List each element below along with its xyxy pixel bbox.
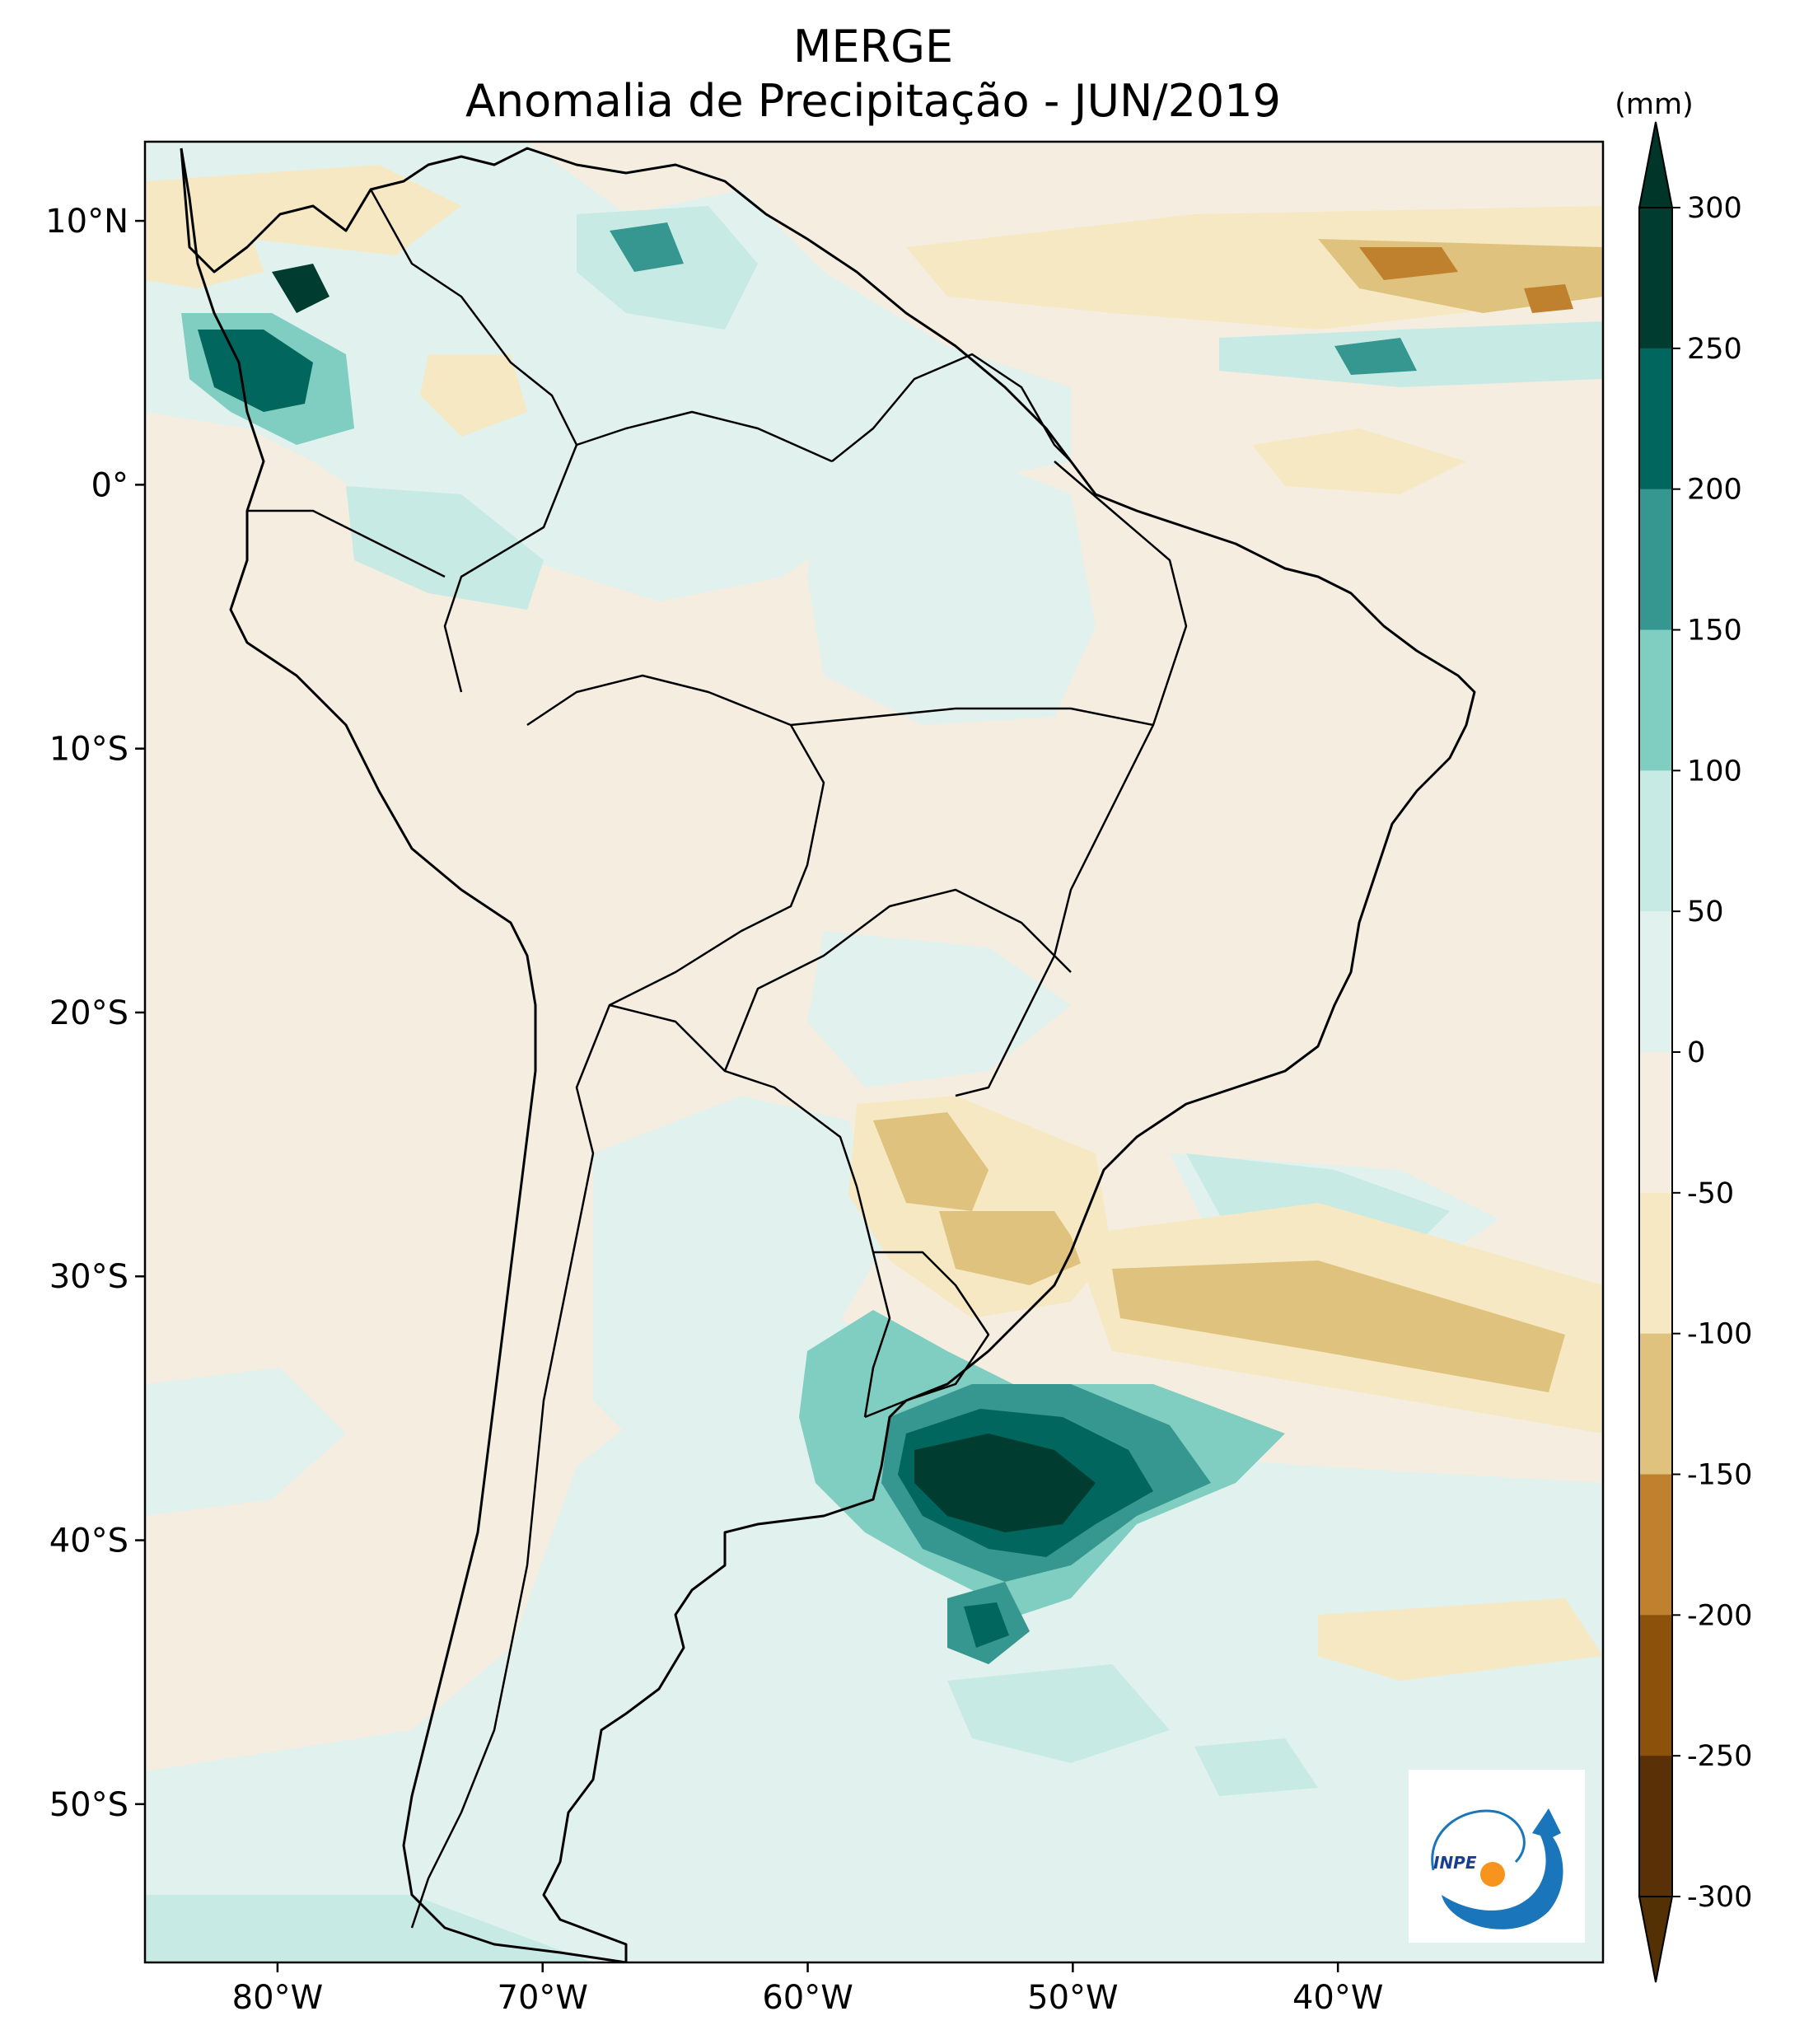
negative-anomaly-south-brazil (939, 1211, 1087, 1285)
pacific-coastline (180, 147, 627, 1962)
negative-anomaly (145, 222, 264, 288)
lat-tick-label: 0° (91, 466, 129, 504)
colorbar-segment (1639, 1052, 1672, 1194)
colorbar-segment (1639, 1474, 1672, 1616)
border (247, 509, 446, 578)
colorbar: 300 250 200 150 100 50 0 -50 -100 -150 -200 -250 -30… (1638, 121, 1752, 1983)
anomaly-fields (145, 142, 1603, 1962)
colorbar-segment (1639, 1333, 1672, 1475)
colorbar-tick-label: -300 (1687, 1881, 1752, 1914)
colorbar-tick-label: -150 (1687, 1459, 1752, 1492)
axis-ticks (135, 219, 1339, 1972)
border (864, 1251, 990, 1419)
lat-tick-label: 50°S (49, 1786, 129, 1824)
colorbar-tick-label: 100 (1687, 755, 1742, 788)
border (410, 674, 825, 1929)
colorbar-tick-label: -50 (1687, 1177, 1734, 1210)
negative-anomaly-atlantic (1252, 428, 1466, 494)
lon-tick-label: 60°W (762, 1979, 853, 2017)
map-panel: INPE (145, 142, 1603, 1962)
negative-anomaly (420, 354, 527, 437)
colorbar-segment (1639, 1756, 1672, 1897)
positive-anomaly-colombia (272, 264, 329, 313)
negative-anomaly-south-brazil (873, 1112, 988, 1211)
positive-anomaly-area (807, 445, 1096, 725)
colorbar-tick-label: 200 (1687, 474, 1742, 507)
lat-tick-label: 10°S (49, 731, 129, 769)
border (576, 410, 833, 463)
positive-anomaly-area (807, 931, 1071, 1087)
positive-anomaly-colombia (1334, 338, 1417, 375)
lat-tick-label: 20°S (49, 994, 129, 1032)
colorbar-tick-label: 50 (1687, 896, 1724, 928)
colorbar-tick-label: 0 (1687, 1036, 1705, 1069)
lon-tick-label: 50°W (1027, 1979, 1118, 2017)
negative-anomaly (1359, 247, 1458, 280)
negative-anomaly-atlantic (1112, 1261, 1565, 1392)
colorbar-segment (1639, 629, 1672, 771)
border (723, 888, 1072, 1072)
colorbar-tick-label: -200 (1687, 1599, 1752, 1632)
south-america-coastline (180, 147, 1476, 1962)
map-frame (143, 140, 1605, 1964)
colorbar-segment (1639, 489, 1672, 630)
border (831, 353, 1072, 462)
lon-tick-label: 40°W (1292, 1979, 1383, 2017)
positive-anomaly-patch (145, 1895, 593, 1962)
colorbar-tick-label: -250 (1687, 1740, 1752, 1773)
positive-anomaly-colombia (198, 330, 313, 412)
positive-anomaly-area (145, 1368, 346, 1516)
colorbar-segment (1639, 208, 1672, 349)
colorbar-segment (1639, 770, 1672, 912)
border (369, 189, 578, 693)
map-subtitle: Anomalia de Precipitação - JUN/2019 (465, 75, 1281, 127)
lon-tick-label: 80°W (232, 1979, 323, 2017)
colorbar-tick-label: -100 (1687, 1318, 1752, 1351)
colorbar-segment (1639, 911, 1672, 1053)
colorbar-segment (1639, 348, 1672, 490)
border (790, 707, 1154, 727)
lat-tick-label: 40°S (49, 1522, 129, 1560)
positive-anomaly-patch (1219, 321, 1603, 387)
map-title: MERGE (792, 21, 954, 72)
border (609, 1003, 891, 1418)
colorbar-tick-label: 300 (1687, 192, 1742, 225)
colorbar-extend-max (1638, 121, 1674, 208)
positive-anomaly-patch (947, 1664, 1170, 1763)
lat-tick-label: 10°N (45, 203, 129, 241)
colorbar-tick-label: 250 (1687, 333, 1742, 366)
positive-anomaly-patch (1194, 1738, 1318, 1796)
logo-text: INPE (1433, 1853, 1477, 1873)
logo-sun-icon (1480, 1862, 1505, 1887)
negative-anomaly (1524, 284, 1573, 313)
positive-anomaly-patch (346, 486, 544, 610)
colorbar-extend-min (1638, 1896, 1674, 1983)
inpe-logo: INPE (1409, 1770, 1585, 1943)
lon-tick-label: 70°W (498, 1979, 588, 2017)
logo-swoosh-icon (1442, 1808, 1563, 1929)
colorbar-segment (1639, 1615, 1672, 1756)
axis-labels: 10°N 0° 10°S 20°S 30°S 40°S 50°S 80°W 70°W 60°W 50… (45, 203, 1383, 2017)
country-borders (247, 189, 1188, 1929)
logo-orbit-icon (1431, 1809, 1526, 1871)
border (955, 461, 1188, 1097)
strong-positive-anomaly (964, 1602, 1009, 1648)
positive-anomaly-area (593, 1096, 890, 1466)
positive-anomaly-colombia (610, 222, 684, 272)
coastlines (180, 147, 1476, 1962)
negative-anomaly-atlantic (1318, 1598, 1603, 1681)
lat-tick-label: 30°S (49, 1258, 129, 1296)
colorbar-tick-label: 150 (1687, 615, 1742, 648)
colorbar-segment (1639, 1192, 1672, 1335)
colorbar-unit: (mm) (1615, 88, 1694, 121)
strong-positive-anomaly (914, 1434, 1096, 1532)
